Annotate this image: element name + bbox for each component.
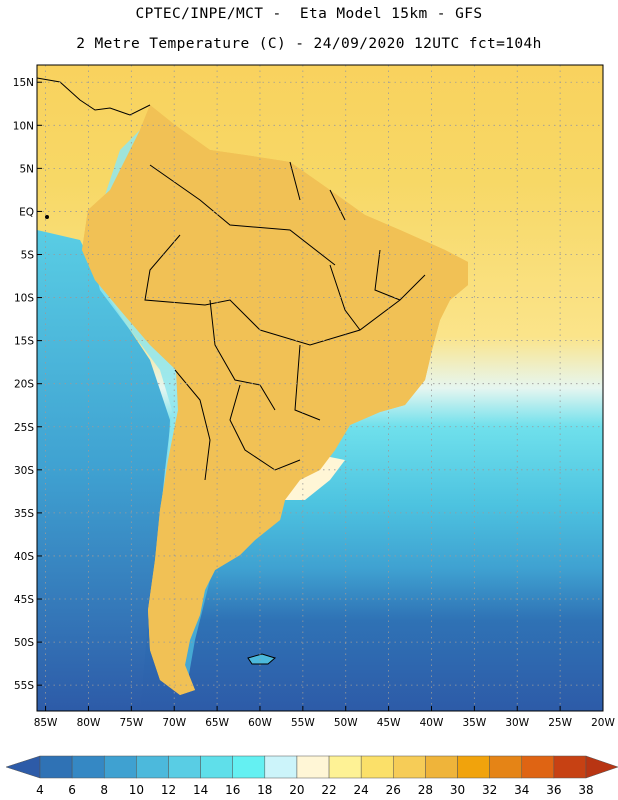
- lat-label: 5N: [19, 163, 34, 175]
- lat-label: 15N: [13, 77, 34, 89]
- lon-label: 50W: [334, 717, 358, 729]
- chart-title: CPTEC/INPE/MCT - Eta Model 15km - GFS: [135, 6, 483, 22]
- colorbar-label: 32: [482, 783, 497, 797]
- lat-label: 35S: [14, 508, 34, 520]
- pacific-cool-region: [37, 230, 170, 711]
- graticule: [37, 65, 604, 711]
- lat-label: 10S: [14, 293, 34, 305]
- lon-label: 65W: [205, 717, 229, 729]
- colorbar-segment: [71, 755, 105, 779]
- colorbar-label: 6: [68, 783, 76, 797]
- lat-label: 45S: [14, 594, 34, 606]
- colorbar-label: 14: [193, 783, 208, 797]
- colorbar-segment: [425, 755, 458, 779]
- lon-label: 60W: [248, 717, 272, 729]
- colorbar-segment: [393, 755, 426, 779]
- lat-label: 20S: [14, 379, 34, 391]
- colorbar-segment: [360, 755, 394, 779]
- lon-label: 30W: [505, 717, 529, 729]
- lon-label: 75W: [119, 717, 143, 729]
- colorbar-segment: [489, 755, 523, 779]
- colorbar-label: 18: [257, 783, 272, 797]
- colorbar-segment: [553, 755, 587, 779]
- lat-label: 10N: [13, 120, 34, 132]
- country-borders: [81, 104, 469, 696]
- colorbar-segment: [136, 755, 169, 779]
- lat-label: 50S: [14, 637, 34, 649]
- longitude-labels: 85W 80W 75W 70W 65W 60W 55W 50W 45W 40W 35W 30W 25W 2…: [34, 717, 616, 729]
- colorbar-segment: [328, 755, 362, 779]
- colorbar-segment: [521, 755, 555, 779]
- lon-label: 80W: [77, 717, 101, 729]
- temperature-map: 15N 10N 5N EQ 5S 10S 15S 20S 25S 30S 35S 40S 45S 50S 5…: [13, 64, 616, 729]
- colorbar-label: 36: [546, 783, 561, 797]
- lon-label: 40W: [420, 717, 444, 729]
- lon-label: 55W: [291, 717, 315, 729]
- colorbar: 4 6 8 10 12 14 16 18 20 22 24 26 28 30 32 34 36 38: [5, 755, 618, 797]
- colorbar-label: 38: [578, 783, 593, 797]
- colorbar-segment: [103, 755, 137, 779]
- lat-label: 40S: [14, 551, 34, 563]
- colorbar-label: 4: [36, 783, 44, 797]
- colorbar-segment: [457, 755, 490, 779]
- lat-label: 30S: [14, 465, 34, 477]
- colorbar-arrow-high: [585, 755, 618, 779]
- colorbar-label: 22: [321, 783, 336, 797]
- lon-label: 20W: [591, 717, 615, 729]
- lat-label: EQ: [19, 206, 34, 218]
- colorbar-label: 20: [289, 783, 304, 797]
- colorbar-label: 8: [100, 783, 108, 797]
- colorbar-label: 26: [386, 783, 401, 797]
- lat-label: 5S: [21, 249, 35, 261]
- colorbar-segment: [264, 755, 298, 779]
- map-frame: [36, 64, 604, 712]
- latitude-labels: 15N 10N 5N EQ 5S 10S 15S 20S 25S 30S 35S 40S 45S 50S 5…: [13, 77, 35, 692]
- colorbar-segment: [296, 755, 330, 779]
- lon-label: 45W: [377, 717, 401, 729]
- lon-label: 70W: [162, 717, 186, 729]
- lat-label: 55S: [14, 680, 34, 692]
- colorbar-label: 28: [418, 783, 433, 797]
- colorbar-label: 24: [354, 783, 369, 797]
- colorbar-arrow-low: [5, 755, 41, 779]
- lon-label: 85W: [34, 717, 58, 729]
- galapagos-islands: [45, 215, 49, 219]
- colorbar-label: 10: [129, 783, 144, 797]
- colorbar-segment: [232, 755, 266, 779]
- lat-label: 25S: [14, 422, 34, 434]
- colorbar-segment: [200, 755, 233, 779]
- lon-label: 35W: [462, 717, 486, 729]
- colorbar-label: 34: [514, 783, 529, 797]
- colorbar-segment: [168, 755, 201, 779]
- colorbar-label: 16: [225, 783, 240, 797]
- map-field: [37, 65, 603, 711]
- chart-subtitle: 2 Metre Temperature (C) - 24/09/2020 12U…: [76, 36, 542, 52]
- colorbar-segment: [39, 755, 73, 779]
- colorbar-label: 12: [161, 783, 176, 797]
- lat-label: 15S: [14, 336, 34, 348]
- colorbar-label: 30: [450, 783, 465, 797]
- lon-label: 25W: [548, 717, 572, 729]
